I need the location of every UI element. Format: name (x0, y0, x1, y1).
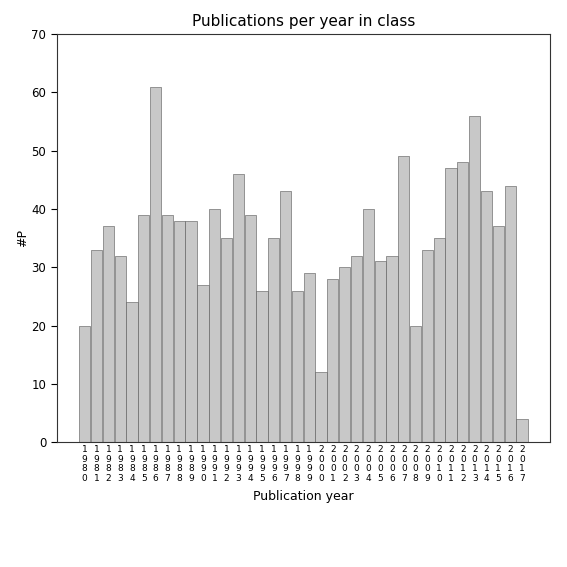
Bar (91, 250, 102, 442)
Bar (410, 325, 421, 442)
Bar (138, 215, 150, 442)
Bar (197, 285, 209, 442)
Bar (517, 419, 527, 442)
Bar (232, 174, 244, 442)
Bar (398, 156, 409, 442)
Bar (339, 267, 350, 442)
Bar (446, 168, 456, 442)
Bar (209, 209, 221, 442)
Bar (162, 215, 173, 442)
X-axis label: Publication year: Publication year (253, 490, 354, 503)
Bar (185, 221, 197, 442)
Bar (280, 192, 291, 442)
Bar (363, 209, 374, 442)
Bar (103, 226, 114, 442)
Bar (375, 261, 386, 442)
Bar (327, 279, 338, 442)
Bar (292, 291, 303, 442)
Bar (422, 250, 433, 442)
Bar (351, 256, 362, 442)
Bar (79, 325, 90, 442)
Bar (174, 221, 185, 442)
Bar (481, 192, 492, 442)
Bar (244, 215, 256, 442)
Bar (256, 291, 268, 442)
Bar (115, 256, 126, 442)
Bar (469, 116, 480, 442)
Bar (457, 162, 468, 442)
Bar (150, 87, 161, 442)
Bar (505, 185, 516, 442)
Y-axis label: #P: #P (16, 229, 28, 247)
Bar (434, 238, 445, 442)
Bar (493, 226, 504, 442)
Bar (126, 302, 138, 442)
Bar (304, 273, 315, 442)
Bar (386, 256, 397, 442)
Title: Publications per year in class: Publications per year in class (192, 14, 415, 29)
Bar (315, 373, 327, 442)
Bar (268, 238, 280, 442)
Bar (221, 238, 232, 442)
